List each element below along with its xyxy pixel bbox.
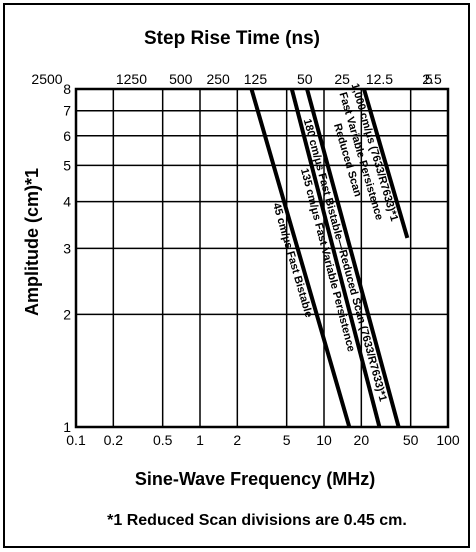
top-tick-label: 125 [244, 71, 268, 87]
grid [75, 88, 449, 428]
y-tick-label: 2 [63, 306, 71, 322]
y-axis-title: Amplitude (cm)*1 [22, 168, 42, 316]
plot-border [74, 87, 450, 429]
series-lines [249, 88, 410, 428]
x-axis-tick-labels: 0.1 0.2 0.5 1 2 5 10 20 50 100 [66, 432, 460, 448]
x-axis-title: Sine-Wave Frequency (MHz) [135, 469, 375, 489]
series-label: 45 cm/μs Fast Bistable [270, 202, 315, 319]
series-line [305, 88, 401, 428]
y-tick-label: 1 [63, 419, 71, 435]
x-tick-label: 0.2 [104, 432, 124, 448]
series-line [289, 88, 382, 428]
footnote: *1 Reduced Scan divisions are 0.45 cm. [107, 512, 407, 529]
x-tick-label: 0.5 [153, 432, 173, 448]
chart-frame [3, 3, 470, 548]
y-tick-label: 8 [63, 81, 71, 97]
x-tick-label: 50 [403, 432, 419, 448]
y-tick-label: 3 [63, 240, 71, 256]
y-tick-label: 5 [63, 157, 71, 173]
top-tick-label: 2500 [31, 71, 62, 87]
y-tick-label: 4 [63, 194, 71, 210]
series-line [362, 88, 410, 239]
top-tick-label: 12.5 [366, 71, 393, 87]
x-tick-label: 10 [316, 432, 332, 448]
top-tick-label: 5 [425, 71, 433, 87]
top-tick-label: 50 [297, 71, 313, 87]
x-tick-label: 100 [436, 432, 460, 448]
y-tick-label: 7 [63, 103, 71, 119]
top-tick-label: 25 [334, 71, 350, 87]
series-line [249, 88, 352, 428]
top-tick-label: 250 [206, 71, 230, 87]
x-tick-label: 20 [354, 432, 370, 448]
top-tick-label: 500 [169, 71, 193, 87]
x-tick-label: 1 [196, 432, 204, 448]
x-tick-label: 5 [283, 432, 291, 448]
top-tick-label: 1250 [116, 71, 147, 87]
top-tick-label: 2.5 [422, 71, 442, 87]
y-axis-tick-labels: 1 2 3 4 5 6 7 8 [63, 81, 71, 435]
x-tick-label: 2 [233, 432, 241, 448]
x-tick-label: 0.1 [66, 432, 86, 448]
top-axis-tick-labels: 2500 1250 500 250 125 50 25 12.5 52.5 [31, 71, 442, 87]
y-tick-label: 6 [63, 128, 71, 144]
chart-title: Step Rise Time (ns) [144, 28, 320, 49]
